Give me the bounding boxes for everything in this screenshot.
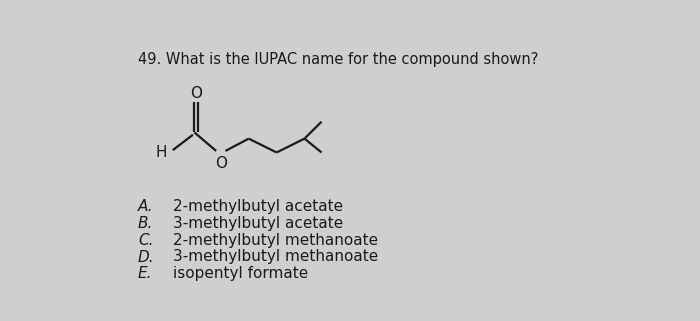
Text: isopentyl formate: isopentyl formate (173, 266, 308, 282)
Text: O: O (215, 156, 227, 171)
Text: 2-methylbutyl acetate: 2-methylbutyl acetate (173, 199, 343, 214)
Text: O: O (190, 86, 202, 101)
Text: A.: A. (138, 199, 153, 214)
Text: B.: B. (138, 216, 153, 230)
Text: 3-methylbutyl methanoate: 3-methylbutyl methanoate (173, 249, 378, 265)
Text: 2-methylbutyl methanoate: 2-methylbutyl methanoate (173, 232, 378, 247)
Text: 3-methylbutyl acetate: 3-methylbutyl acetate (173, 216, 343, 230)
Text: E.: E. (138, 266, 153, 282)
Text: 49. What is the IUPAC name for the compound shown?: 49. What is the IUPAC name for the compo… (138, 52, 538, 67)
Text: D.: D. (138, 249, 155, 265)
Text: H: H (155, 145, 167, 160)
Text: C.: C. (138, 232, 153, 247)
